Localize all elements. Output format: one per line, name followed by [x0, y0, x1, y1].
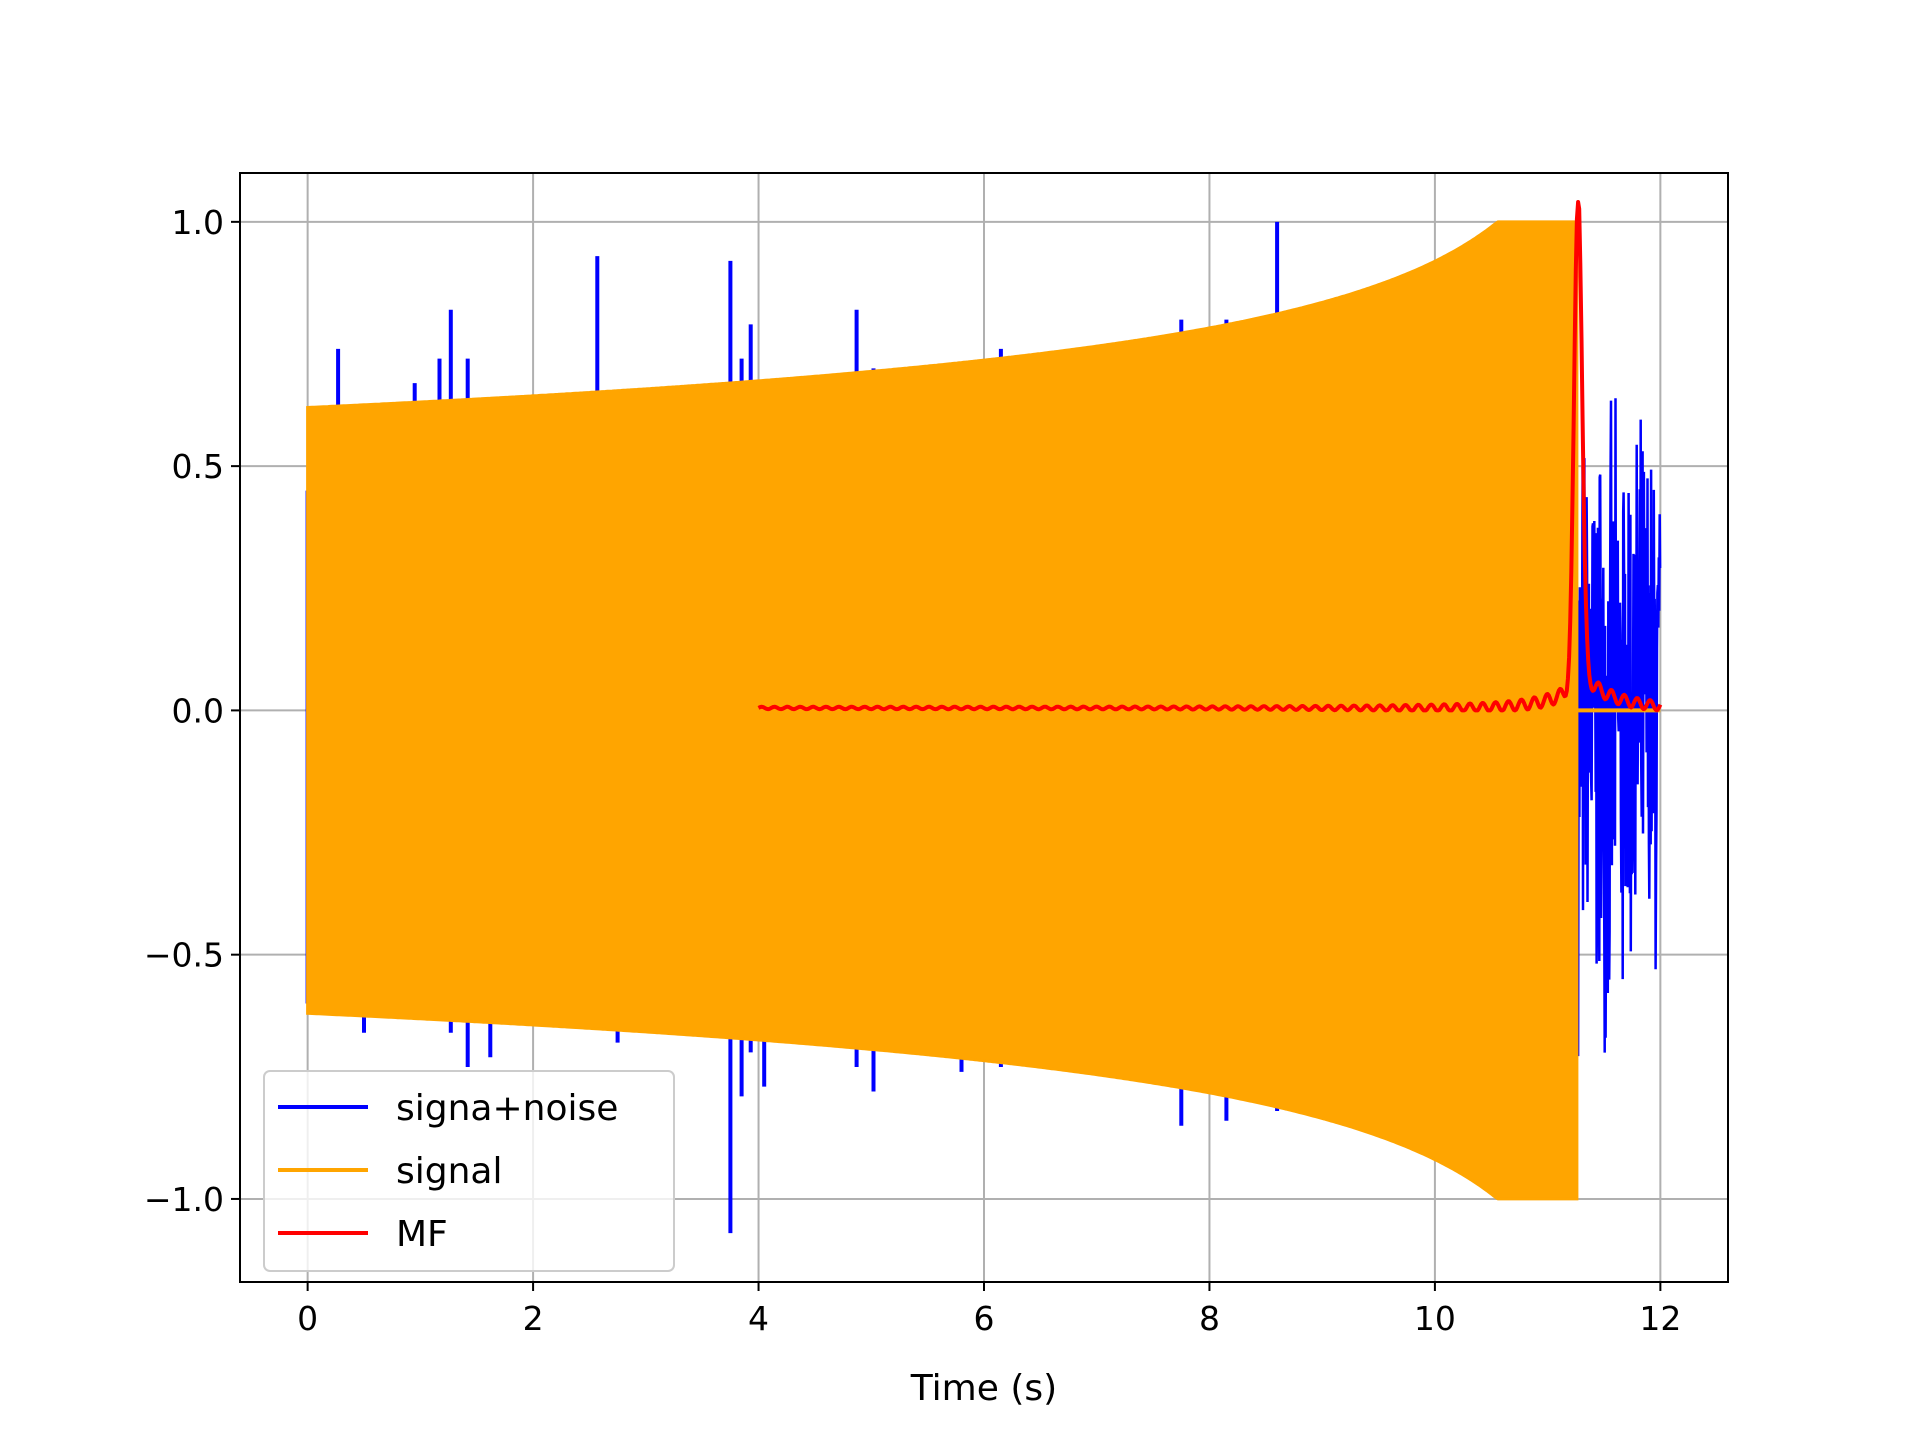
axes: 0 2 4 6 8 10 12 −1.0 −0.5 0.0 0.5 1.0	[144, 203, 1682, 1338]
y-tick-label: −1.0	[144, 1180, 224, 1219]
legend-label: signal	[396, 1151, 503, 1192]
legend-label: MF	[396, 1214, 448, 1255]
plot-data-area	[305, 200, 1663, 1234]
signal-chirp	[306, 220, 1579, 1201]
x-tick-label: 0	[297, 1299, 318, 1338]
x-tick-label: 6	[974, 1299, 995, 1338]
legend: signa+noise signal MF	[263, 1070, 675, 1272]
y-tick-label: 0.5	[172, 447, 224, 486]
y-tick-label: 0.0	[172, 691, 224, 730]
y-tick-label: 1.0	[172, 203, 224, 242]
mf-series-line	[757, 200, 1663, 713]
x-axis-label: Time (s)	[910, 1368, 1057, 1409]
x-tick-label: 10	[1414, 1299, 1456, 1338]
x-tick-label: 4	[748, 1299, 769, 1338]
legend-box	[263, 1070, 675, 1272]
legend-label: signa+noise	[396, 1088, 618, 1129]
x-tick-label: 8	[1199, 1299, 1220, 1338]
x-tick-label: 12	[1639, 1299, 1681, 1338]
x-tick-label: 2	[523, 1299, 544, 1338]
y-tick-label: −0.5	[144, 936, 224, 975]
